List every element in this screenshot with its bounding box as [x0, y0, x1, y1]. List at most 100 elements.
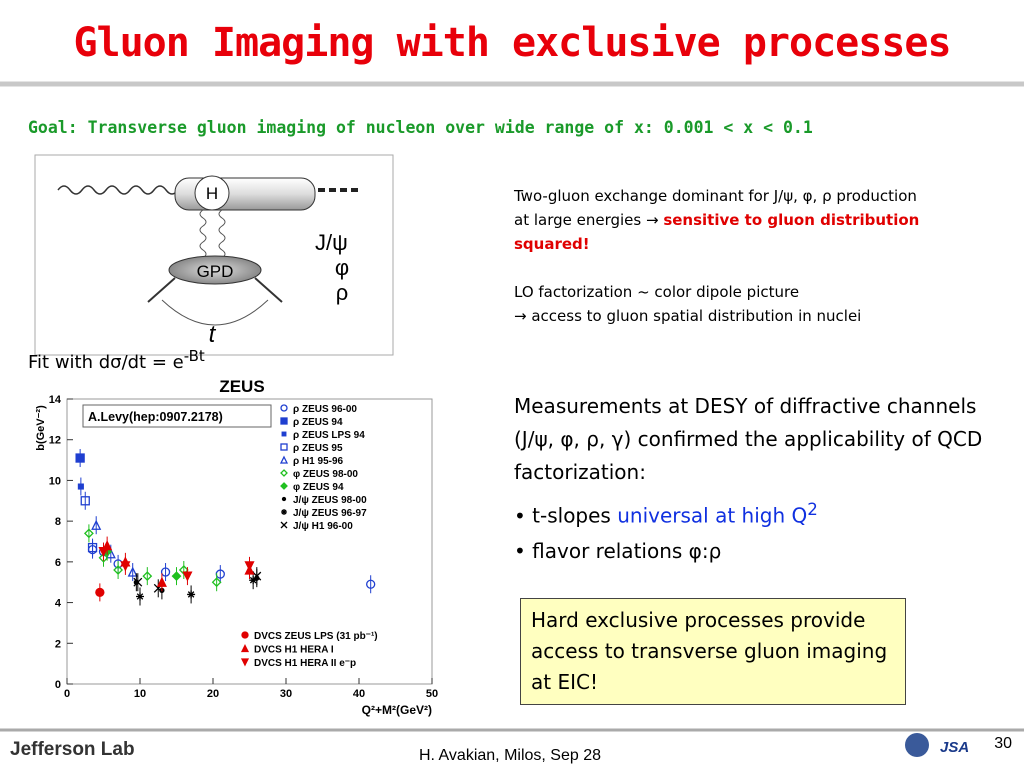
- legend-label: φ ZEUS 98-00: [293, 469, 358, 480]
- marker: [156, 576, 167, 587]
- page-number: 30: [994, 735, 1012, 752]
- paragraph: Two-gluon exchange dominant for J/ψ, φ, …: [514, 184, 934, 256]
- fit-text: Fit with dσ/dt = e: [28, 352, 184, 373]
- jsa-logo: JSA: [940, 739, 969, 756]
- y-axis-label: b(GeV⁻²): [35, 405, 47, 451]
- diagram-label: J/ψ: [315, 230, 348, 255]
- marker: [142, 571, 153, 582]
- gluon: [218, 209, 226, 259]
- gpd-blob: [168, 255, 262, 285]
- superscript: 2: [807, 500, 818, 519]
- marker: [77, 483, 84, 490]
- marker: [136, 592, 144, 601]
- marker: [80, 496, 90, 506]
- marker: [241, 631, 249, 639]
- marker: [120, 561, 131, 572]
- marker: [281, 509, 287, 515]
- marker: [91, 519, 102, 530]
- y-tick-label: 14: [49, 394, 62, 406]
- text: flavor relations φ:ρ: [532, 538, 722, 563]
- paragraph: LO factorization ~ color dipole picture →…: [514, 280, 934, 328]
- slide-title: Gluon Imaging with exclusive processes: [73, 20, 951, 66]
- marker: [98, 547, 109, 558]
- callout-box: Hard exclusive processes provide access …: [520, 598, 906, 705]
- marker: [280, 469, 288, 477]
- diagram-label: φ: [335, 255, 349, 280]
- goal: Goal: Transverse gluon imaging of nucleo…: [28, 118, 813, 137]
- legend-label: ρ ZEUS 96-00: [293, 404, 357, 415]
- footer-logo: Jefferson Lab: [10, 739, 135, 760]
- annotation-box: [82, 404, 272, 428]
- x-tick-label: 50: [426, 688, 438, 700]
- legend-label: DVCS ZEUS LPS (31 pb⁻¹): [254, 631, 378, 642]
- logo-icon: [905, 733, 929, 757]
- y-tick-label: 4: [55, 598, 62, 610]
- marker: [187, 590, 196, 599]
- text: Two-gluon exchange dominant for J/ψ, φ, …: [514, 187, 917, 229]
- fit-formula: Fit with dσ/dt = e-Bt: [28, 347, 205, 373]
- diagram-label: t: [209, 321, 217, 348]
- legend-label: J/ψ ZEUS 98-00: [293, 495, 367, 506]
- y-tick-label: 10: [49, 475, 61, 487]
- x-tick-label: 10: [134, 688, 146, 700]
- marker: [280, 521, 288, 529]
- legend-label: J/ψ ZEUS 96-97: [293, 508, 367, 519]
- marker: [87, 542, 98, 553]
- marker: [133, 577, 143, 587]
- marker: [281, 496, 287, 502]
- y-tick-label: 12: [49, 435, 61, 447]
- marker: [280, 404, 288, 412]
- legend-label: J/ψ H1 96-00: [293, 521, 353, 532]
- y-tick-label: 2: [55, 638, 61, 650]
- y-tick-label: 0: [55, 679, 61, 691]
- x-tick-label: 20: [207, 688, 219, 700]
- text: → access to gluon spatial distribution i…: [514, 307, 862, 325]
- diagram-label: H: [206, 184, 218, 203]
- x-tick-label: 40: [353, 688, 365, 700]
- marker: [211, 577, 222, 588]
- text: t-slopes: [532, 503, 618, 528]
- legend-label: φ ZEUS 94: [293, 482, 344, 493]
- paragraph: Measurements at DESY of diffractive chan…: [514, 394, 983, 484]
- highlight: sensitive to gluon distribution squared!: [514, 211, 920, 253]
- legend-label: ρ H1 95-96: [293, 456, 344, 467]
- bullet: t-slopes universal at high Q2: [514, 492, 984, 534]
- marker: [160, 567, 171, 577]
- proton-out: [254, 277, 283, 303]
- marker: [240, 644, 250, 653]
- marker: [171, 571, 182, 582]
- x-tick-label: 30: [280, 688, 292, 700]
- chart: ZEUS A.Levy(hep:0907.2178) Q²+M²(GeV²) b(Ge…: [35, 377, 438, 717]
- x-tick-label: 0: [64, 688, 70, 700]
- h-vertex: [194, 175, 230, 211]
- marker: [252, 571, 262, 581]
- marker: [240, 658, 250, 667]
- marker: [366, 579, 376, 589]
- gluon: [199, 209, 207, 259]
- marker: [182, 571, 193, 582]
- y-tick-label: 6: [55, 557, 61, 569]
- marker: [279, 455, 289, 464]
- marker: [280, 443, 288, 451]
- chart-title: ZEUS: [219, 377, 264, 396]
- y-tick-label: 8: [55, 516, 61, 528]
- x-axis-label: Q²+M²(GeV²): [362, 703, 432, 717]
- bullet-list: t-slopes universal at high Q2 flavor rel…: [514, 492, 984, 569]
- marker: [280, 417, 288, 425]
- photon: [57, 185, 179, 195]
- legend-label: ρ ZEUS LPS 94: [293, 430, 365, 441]
- marker: [75, 453, 85, 463]
- proton-in: [147, 277, 176, 303]
- marker: [127, 566, 138, 577]
- marker: [98, 552, 109, 563]
- marker: [113, 565, 124, 575]
- marker: [244, 561, 255, 572]
- highlight: universal at high Q: [617, 503, 808, 528]
- diagram-label: GPD: [197, 262, 234, 281]
- marker: [95, 587, 105, 598]
- marker: [281, 431, 287, 437]
- text: LO factorization ~ color dipole picture: [514, 283, 800, 301]
- plot-frame: [66, 398, 433, 685]
